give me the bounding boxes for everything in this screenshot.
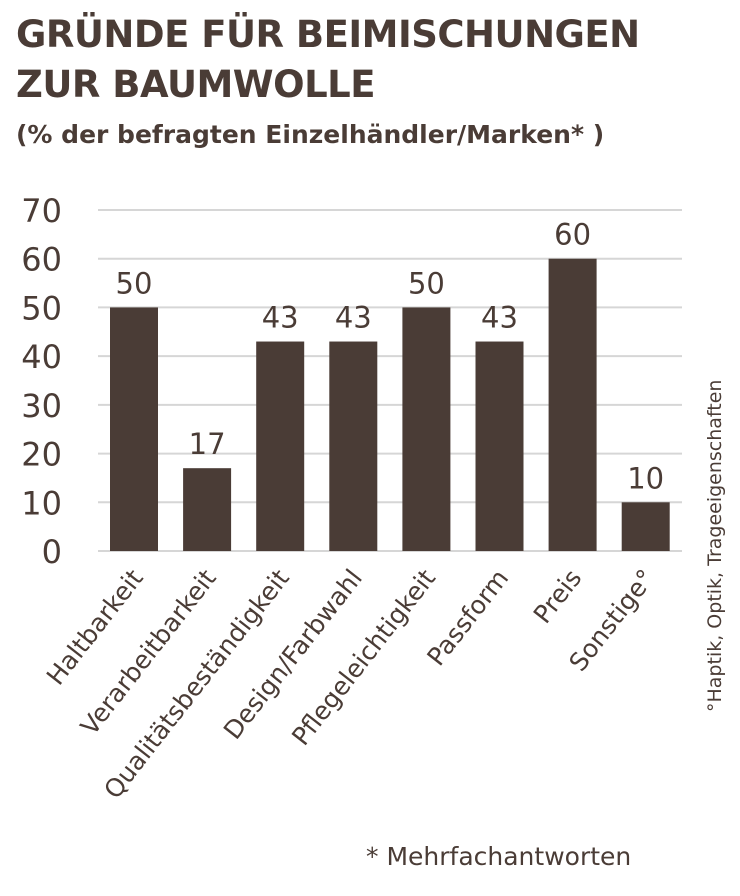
bar [402, 307, 451, 551]
bar [329, 341, 378, 551]
y-tick-label: 0 [42, 533, 62, 571]
chart-subtitle: (% der befragten Einzelhändler/Marken* ) [16, 120, 605, 149]
x-tick-label: Pflegeleichtigkeit [286, 564, 441, 751]
data-label: 43 [335, 301, 372, 335]
bar [621, 502, 670, 551]
data-label: 50 [408, 266, 445, 300]
data-label: 50 [116, 266, 153, 300]
y-tick-label: 30 [21, 387, 62, 425]
y-tick-label: 50 [21, 289, 62, 327]
bar [475, 341, 524, 551]
footnote: * Mehrfachantworten [366, 842, 632, 871]
y-tick-label: 70 [21, 192, 62, 230]
side-note: °Haptik, Optik, Trageeigenschaften [704, 379, 726, 712]
x-tick-label: Preis [528, 564, 588, 629]
x-tick-label: Design/Farbwahl [218, 564, 368, 745]
bar [548, 258, 597, 551]
chart-title: GRÜNDE FÜR BEIMISCHUNGEN ZUR BAUMWOLLE [16, 13, 640, 106]
y-tick-label: 60 [21, 241, 62, 279]
x-tick-label: Verarbeitbarkeit [75, 564, 222, 741]
data-label: 17 [189, 427, 226, 461]
bar [183, 468, 232, 551]
data-label: 10 [627, 461, 664, 495]
y-tick-label: 10 [21, 484, 62, 522]
y-tick-label: 40 [21, 338, 62, 376]
bar [256, 341, 305, 551]
y-tick-label: 20 [21, 436, 62, 474]
bar [110, 307, 158, 551]
data-label: 60 [554, 218, 591, 252]
data-label: 43 [481, 301, 518, 335]
data-label: 43 [262, 301, 299, 335]
